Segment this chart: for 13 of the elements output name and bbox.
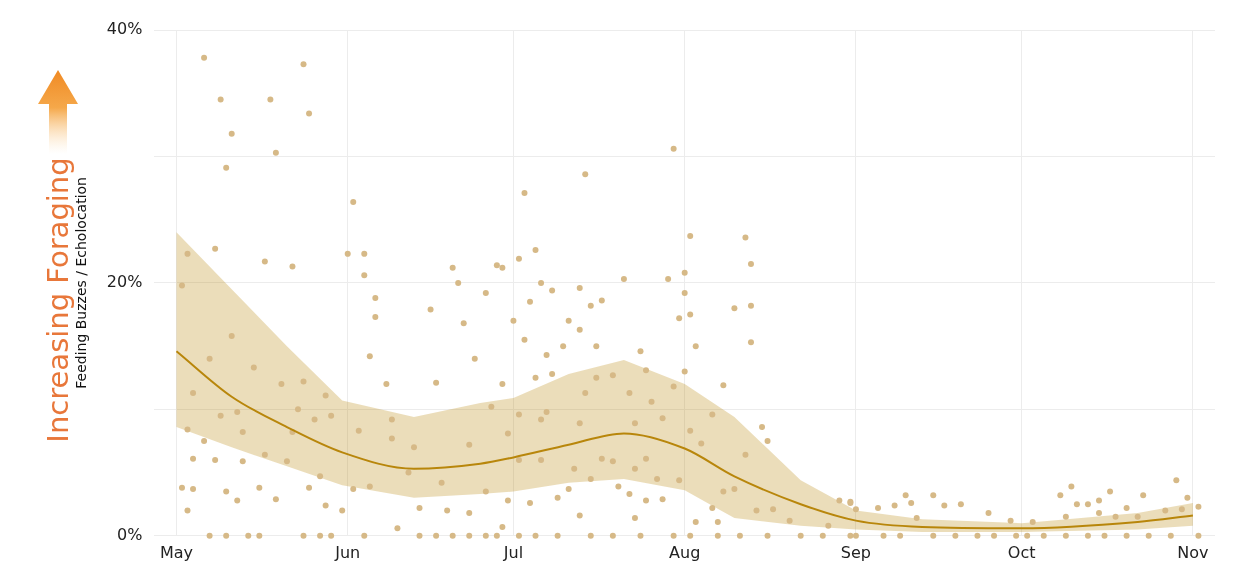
x-tick-label: Jun <box>334 542 361 562</box>
line-series <box>175 350 1194 530</box>
x-tick-label: Nov <box>1177 542 1209 562</box>
x-tick-label: Jul <box>502 542 524 562</box>
y-tick-label: 0% <box>116 524 143 544</box>
text: Increasing Foraging <box>41 157 75 443</box>
x-tick-label: Aug <box>669 542 701 562</box>
y-tick-label: 40% <box>106 19 143 39</box>
x-tick-label: May <box>159 542 193 562</box>
x-tick-label: Sep <box>840 542 872 562</box>
x-tick-label: Oct <box>1007 542 1036 562</box>
y-tick-label: 20% <box>106 272 143 292</box>
y-axis-title: Feeding Buzzes / Echolocation <box>73 177 90 389</box>
